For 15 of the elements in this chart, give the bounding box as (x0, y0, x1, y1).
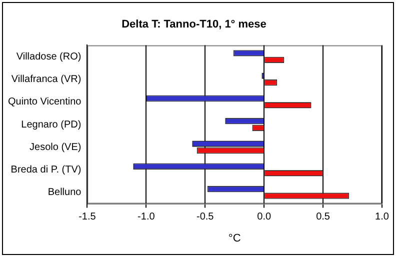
chart-title: Delta T: Tanno-T10, 1° mese (122, 18, 266, 31)
y-tick-label: Quinto Vicentino (8, 96, 82, 108)
y-tick-label: Villadose (RO) (16, 51, 82, 62)
x-tick-label: 0.0 (257, 212, 272, 223)
y-tick-label: Legnaro (PD) (21, 119, 82, 130)
y-tick-label: Breda di P. (TV) (10, 164, 82, 176)
y-tick-label: Jesolo (VE) (30, 142, 82, 153)
x-tick-label: 0.5 (316, 212, 330, 223)
y-tick-label: Belluno (48, 187, 82, 198)
x-tick-label: 1.0 (375, 212, 390, 223)
x-tick-label: -1.0 (138, 212, 156, 223)
y-tick-label: Villafranca (VR) (11, 74, 82, 85)
x-axis-title: °C (228, 232, 241, 244)
x-tick-label: -1.5 (78, 212, 96, 223)
x-tick-label: -0.5 (196, 212, 214, 223)
